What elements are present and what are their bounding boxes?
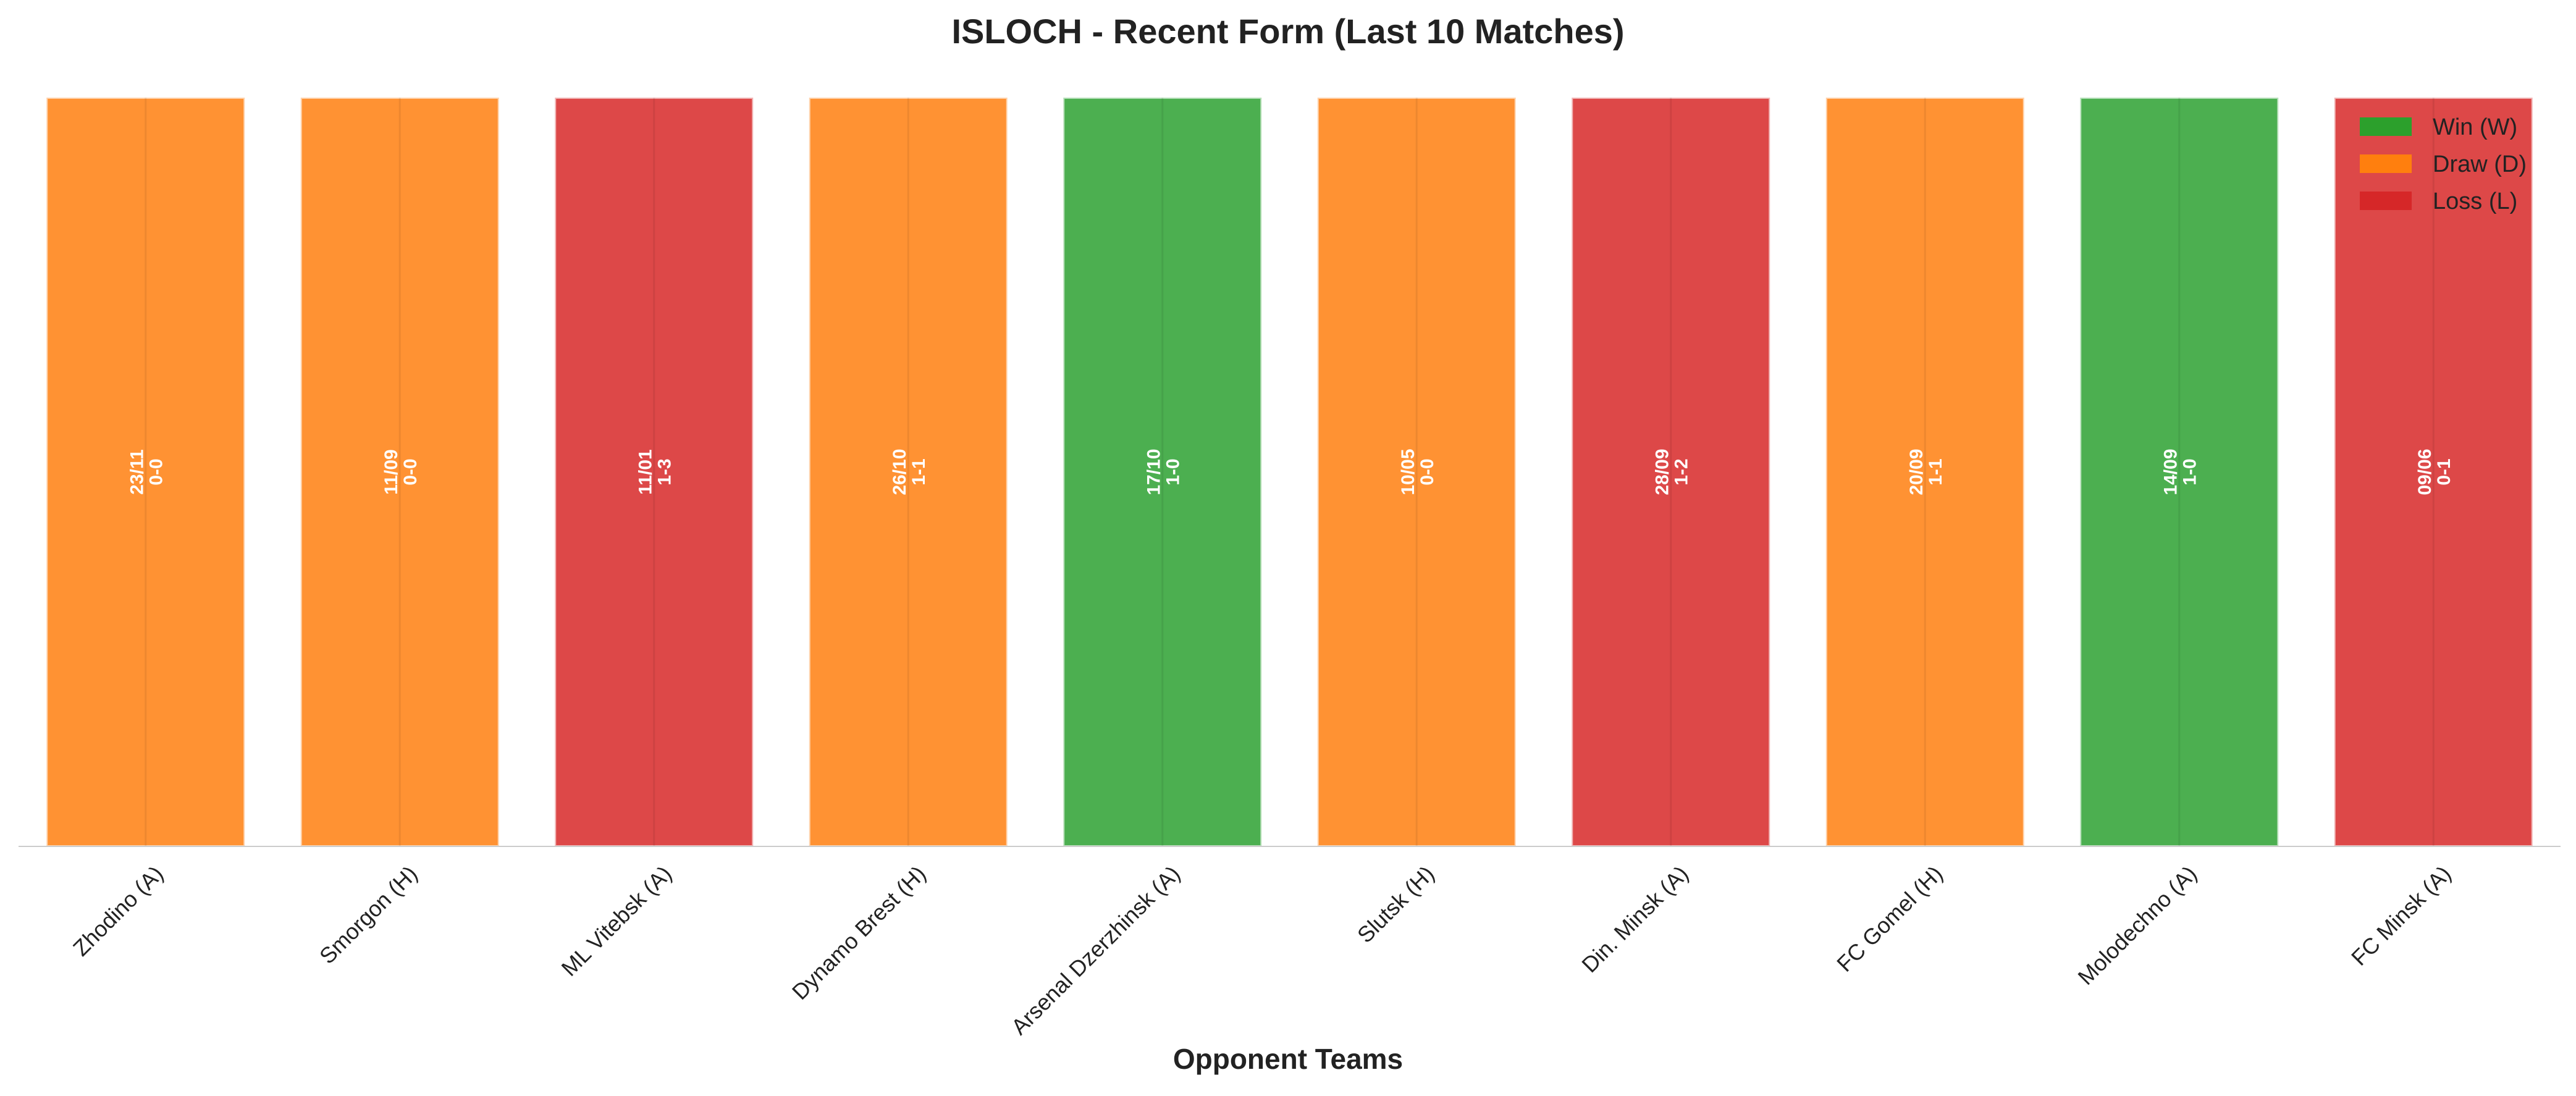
match-date: 11/01 <box>635 449 655 494</box>
x-tick-label: Slutsk (H) <box>1352 861 1439 948</box>
match-score: 0-1 <box>2434 458 2454 485</box>
legend-swatch <box>2360 154 2412 173</box>
bar-group: 11/090-0 <box>299 96 500 848</box>
bar-data-label: 23/110-0 <box>127 449 167 494</box>
x-tick-label: Dynamo Brest (H) <box>787 861 931 1005</box>
match-date: 28/09 <box>1652 449 1672 495</box>
bar-d <box>45 96 246 848</box>
match-date: 17/10 <box>1143 449 1164 495</box>
legend-item: Loss (L) <box>2360 188 2517 214</box>
bar-group: 17/101-0 <box>1062 96 1263 848</box>
legend-label: Draw (D) <box>2433 151 2527 177</box>
x-tick-label: Molodechno (A) <box>2073 861 2202 990</box>
legend-item: Win (W) <box>2360 114 2517 140</box>
x-tick-label: Smorgon (H) <box>314 861 423 969</box>
match-score: 1-2 <box>1672 458 1692 485</box>
bar-data-label: 10/050-0 <box>1398 449 1438 495</box>
bar-group: 26/101-1 <box>807 96 1009 848</box>
bar-d <box>299 96 500 848</box>
chart-title: ISLOCH - Recent Form (Last 10 Matches) <box>951 12 1624 51</box>
bar-group: 10/050-0 <box>1316 96 1517 848</box>
x-tick-label: ML Vitebsk (A) <box>557 861 677 981</box>
bar-group: 28/091-2 <box>1570 96 1772 848</box>
bar-data-label: 17/101-0 <box>1143 449 1184 495</box>
x-tick-label: Zhodino (A) <box>68 861 168 961</box>
match-date: 20/09 <box>1906 449 1927 495</box>
match-date: 26/10 <box>890 449 910 495</box>
bar-data-label: 26/101-1 <box>890 449 930 495</box>
match-date: 11/09 <box>381 449 402 494</box>
bar-group: 20/091-1 <box>1824 96 2026 848</box>
legend-swatch <box>2360 117 2412 136</box>
bar-l <box>554 96 755 848</box>
bar-l <box>1570 96 1772 848</box>
match-date: 14/09 <box>2160 449 2181 495</box>
x-tick-label: FC Minsk (A) <box>2346 861 2456 970</box>
match-score: 0-0 <box>400 458 421 485</box>
legend-swatch <box>2360 192 2412 210</box>
bar-data-label: 09/060-1 <box>2415 449 2455 495</box>
match-score: 0-0 <box>146 458 167 485</box>
bar-group: 09/060-1 <box>2333 96 2534 848</box>
match-score: 1-1 <box>1926 458 1946 485</box>
bars-layer: 23/110-0 11/090-0 11/011-3 26/101-1 17/101-0… <box>45 96 2534 848</box>
bar-group: 23/110-0 <box>45 96 246 848</box>
legend-label: Loss (L) <box>2433 188 2517 214</box>
legend-label: Win (W) <box>2433 114 2517 140</box>
match-date: 09/06 <box>2415 449 2435 495</box>
bar-group: 14/091-0 <box>2079 96 2280 848</box>
match-score: 1-0 <box>2180 458 2200 485</box>
bar-data-label: 20/091-1 <box>1906 449 1947 495</box>
match-date: 23/11 <box>127 449 147 494</box>
match-score: 1-0 <box>1163 458 1184 485</box>
legend-item: Draw (D) <box>2360 151 2527 177</box>
bar-l <box>2333 96 2534 848</box>
bar-data-label: 11/011-3 <box>635 449 675 494</box>
bar-data-label: 14/091-0 <box>2160 449 2200 495</box>
bar-d <box>807 96 1009 848</box>
match-score: 1-3 <box>655 458 675 485</box>
x-tick-label: Din. Minsk (A) <box>1576 861 1693 977</box>
bar-data-label: 28/091-2 <box>1652 449 1692 495</box>
x-axis-label: Opponent Teams <box>1173 1043 1403 1075</box>
match-date: 10/05 <box>1398 449 1418 495</box>
x-tick-label: FC Gomel (H) <box>1832 861 1947 976</box>
bar-group: 11/011-3 <box>554 96 755 848</box>
bar-d <box>1316 96 1517 848</box>
bar-w <box>1062 96 1263 848</box>
legend: Win (W) Draw (D) Loss (L) <box>2360 114 2527 214</box>
x-tick-labels: Zhodino (A) Smorgon (H) ML Vitebsk (A) Dyna… <box>68 861 2456 1039</box>
x-tick-label: Arsenal Dzerzhinsk (A) <box>1006 861 1185 1039</box>
match-score: 1-1 <box>909 458 929 485</box>
bar-data-label: 11/090-0 <box>381 449 421 494</box>
match-score: 0-0 <box>1417 458 1437 485</box>
